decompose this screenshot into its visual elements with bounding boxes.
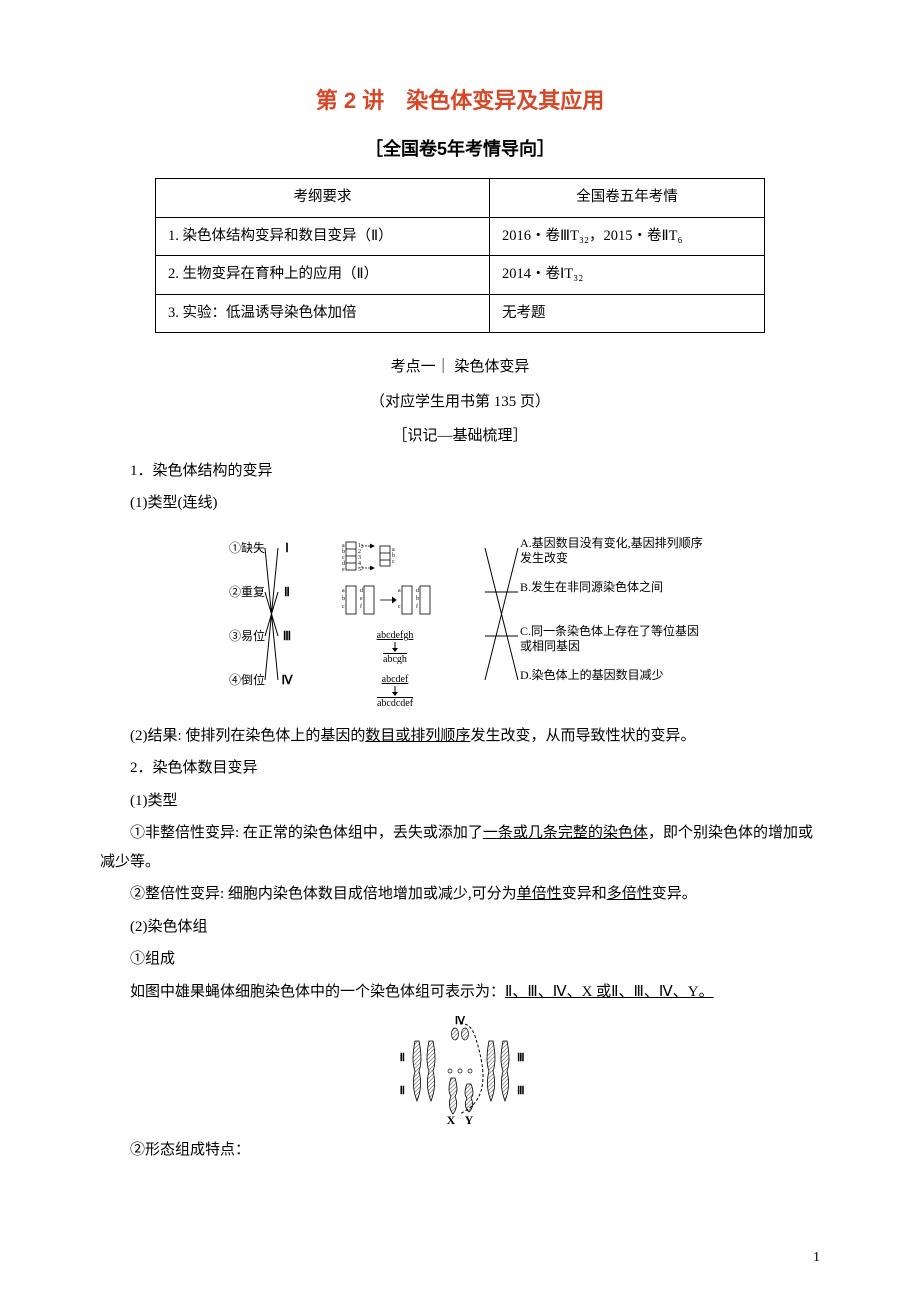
label: X [447, 1113, 456, 1126]
match-left-item: ④倒位 [210, 672, 265, 716]
syllabus-table: 考纲要求 全国卷五年考情 1. 染色体结构变异和数目变异（Ⅱ） 2016・卷ⅢT… [155, 178, 765, 333]
match-mid-col: abcde 12345 abc abc [305, 534, 485, 710]
table-header-row: 考纲要求 全国卷五年考情 [156, 178, 765, 217]
heading-2-2a: ①组成 [100, 945, 820, 974]
match-left-item: ②重复 [210, 584, 265, 628]
table-header: 全国卷五年考情 [490, 178, 765, 217]
table-cell: 2. 生物变异在育种上的应用（Ⅱ） [156, 256, 490, 295]
svg-text:b: b [416, 596, 419, 602]
heading-2-1: (1)类型 [100, 787, 820, 816]
chromosome-set-icon: Ⅳ Ⅱ Ⅱ Ⅲ Ⅲ X Y [375, 1016, 545, 1126]
svg-text:d: d [416, 588, 419, 594]
section-ref: （对应学生用书第 135 页） [100, 388, 820, 417]
svg-text:e: e [360, 596, 363, 602]
label: Ⅲ [517, 1085, 525, 1097]
underlined-text: 一条或几条完整的染色体 [483, 825, 648, 841]
svg-text:c: c [342, 604, 345, 610]
match-right-item: C.同一条染色体上存在了等位基因或相同基因 [520, 624, 710, 668]
svg-text:abcgh: abcgh [383, 654, 407, 664]
table-row: 2. 生物变异在育种上的应用（Ⅱ） 2014・卷ⅠT₃₂ [156, 256, 765, 295]
chromosome-glyph-icon: abcdefgh abcgh [340, 624, 450, 664]
heading-1: 1．染色体结构的变异 [100, 457, 820, 486]
text: 发生改变，从而导致性状的变异。 [470, 728, 695, 744]
match-mid-item: abc def ac dbf [305, 578, 485, 622]
match-right-item: D.染色体上的基因数目减少 [520, 668, 710, 712]
match-right-item: A.基因数目没有变化,基因排列顺序发生改变 [520, 536, 710, 580]
match-roman-item: Ⅳ [278, 672, 296, 716]
svg-text:a: a [398, 588, 401, 594]
chromosome-figure: Ⅳ Ⅱ Ⅱ Ⅲ Ⅲ X Y [100, 1016, 820, 1126]
match-roman-item: Ⅲ [278, 628, 296, 672]
matching-diagram: ①缺失 ②重复 ③易位 ④倒位 Ⅰ Ⅱ Ⅲ Ⅳ [100, 532, 820, 712]
match-roman-item: Ⅱ [278, 584, 296, 628]
underlined-text: 数目或排列顺序 [365, 728, 470, 744]
match-right-col: A.基因数目没有变化,基因排列顺序发生改变 B.发生在非同源染色体之间 C.同一… [520, 536, 710, 712]
text: 如图中雄果蝇体细胞染色体中的一个染色体组可表示为： [130, 984, 505, 1000]
paragraph: (2)结果: 使排列在染色体上的基因的数目或排列顺序发生改变，从而导致性状的变异… [100, 722, 820, 751]
svg-text:f: f [360, 603, 362, 610]
label: Y [465, 1113, 474, 1126]
svg-text:abcdefgh: abcdefgh [377, 630, 414, 641]
section-sub: ［识记—基础梳理］ [100, 422, 820, 451]
section-heading: 考点一｜ 染色体变异 [100, 353, 820, 382]
svg-text:d: d [360, 588, 363, 594]
label: Ⅲ [517, 1052, 525, 1064]
svg-text:abcdcdef: abcdcdef [377, 698, 414, 708]
text: (2)结果: 使排列在染色体上的基因的 [130, 728, 365, 744]
svg-text:c: c [392, 559, 395, 565]
chromosome-glyph-icon: abcdef abcdcdef [340, 668, 450, 708]
svg-text:e: e [342, 567, 345, 573]
subtitle: ［全国卷5年考情导向］ [100, 132, 820, 166]
match-right-item: B.发生在非同源染色体之间 [520, 580, 710, 624]
paragraph: 如图中雄果蝇体细胞染色体中的一个染色体组可表示为：Ⅱ、Ⅲ、Ⅳ、X 或Ⅱ、Ⅲ、Ⅳ、… [100, 978, 820, 1007]
svg-text:5: 5 [358, 567, 361, 573]
chromosome-glyph-icon: abcde 12345 abc [340, 536, 450, 576]
table-row: 3. 实验：低温诱导染色体加倍 无考题 [156, 294, 765, 333]
match-left-item: ①缺失 [210, 540, 265, 584]
label: Ⅱ [400, 1052, 405, 1064]
match-mid-item: abcde 12345 abc [305, 534, 485, 578]
match-mid-item: abcdefgh abcgh [305, 622, 485, 666]
svg-text:abcdef: abcdef [382, 674, 409, 685]
text: ②整倍性变异: 细胞内染色体数目成倍地增加或减少,可分为 [130, 886, 517, 902]
label: Ⅳ [455, 1016, 466, 1027]
heading-2-2b: ②形态组成特点： [100, 1136, 820, 1165]
chromosome-glyph-icon: abc def ac dbf [340, 580, 450, 620]
svg-text:b: b [342, 596, 345, 602]
paragraph: ②整倍性变异: 细胞内染色体数目成倍地增加或减少,可分为单倍性变异和多倍性变异。 [100, 880, 820, 909]
match-roman-item: Ⅰ [278, 540, 296, 584]
svg-text:c: c [398, 604, 401, 610]
page-title: 第 2 讲 染色体变异及其应用 [100, 80, 820, 122]
match-mid-item: abcdef abcdcdef [305, 666, 485, 710]
table-cell: 1. 染色体结构变异和数目变异（Ⅱ） [156, 217, 490, 256]
table-row: 1. 染色体结构变异和数目变异（Ⅱ） 2016・卷ⅢT₃₂，2015・卷ⅡT₆ [156, 217, 765, 256]
match-left-col: ①缺失 ②重复 ③易位 ④倒位 [210, 540, 265, 716]
svg-text:f: f [416, 603, 418, 610]
underlined-text: 多倍性 [607, 886, 652, 902]
match-roman-col: Ⅰ Ⅱ Ⅲ Ⅳ [278, 540, 296, 716]
svg-text:a: a [342, 588, 345, 594]
label: Ⅱ [400, 1085, 405, 1097]
text: ①非整倍性变异: 在正常的染色体组中，丢失或添加了 [130, 825, 483, 841]
heading-1-1: (1)类型(连线) [100, 489, 820, 518]
match-left-item: ③易位 [210, 628, 265, 672]
table-cell: 3. 实验：低温诱导染色体加倍 [156, 294, 490, 333]
underlined-text: 单倍性 [517, 886, 562, 902]
text: 变异。 [652, 886, 697, 902]
table-cell: 2016・卷ⅢT₃₂，2015・卷ⅡT₆ [490, 217, 765, 256]
page-number: 1 [813, 1245, 820, 1272]
table-cell: 无考题 [490, 294, 765, 333]
heading-2: 2．染色体数目变异 [100, 754, 820, 783]
heading-2-2: (2)染色体组 [100, 913, 820, 942]
underlined-text: Ⅱ、Ⅲ、Ⅳ、X 或Ⅱ、Ⅲ、Ⅳ、Y。 [505, 984, 714, 1000]
paragraph: ①非整倍性变异: 在正常的染色体组中，丢失或添加了一条或几条完整的染色体，即个别… [100, 819, 820, 876]
table-cell: 2014・卷ⅠT₃₂ [490, 256, 765, 295]
table-header: 考纲要求 [156, 178, 490, 217]
text: 变异和 [562, 886, 607, 902]
